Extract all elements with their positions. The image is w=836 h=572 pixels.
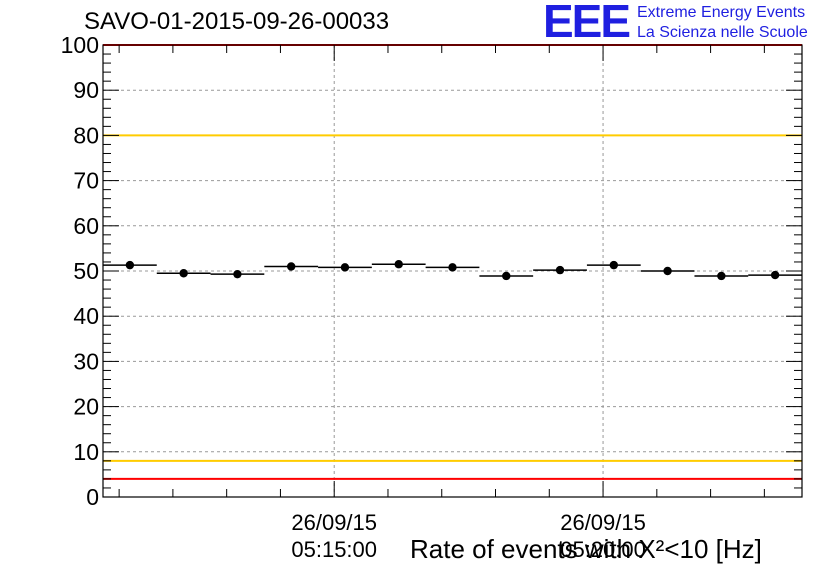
reference-lines: [103, 44, 802, 480]
y-tick-label: 50: [73, 258, 99, 284]
y-tick-label: 60: [73, 213, 99, 239]
x-tick-date-label: 26/09/15: [560, 510, 646, 535]
x-tick-date-label: 26/09/15: [291, 510, 377, 535]
data-point: [233, 269, 242, 279]
data-point: [717, 271, 726, 281]
y-tick-labels: 0 10 20 30 40 50 60 70 80 90 100: [61, 32, 99, 510]
x-tick-time-label: 05:15:00: [291, 537, 377, 562]
y-tick-label: 40: [73, 303, 99, 329]
y-tick-label: 100: [61, 32, 99, 58]
brand-line-1: Extreme Energy Events: [637, 4, 806, 21]
x-tick-time-label: 05:20:00: [560, 537, 646, 562]
y-tick-label: 30: [73, 348, 99, 374]
eee-logo: EEE: [543, 0, 631, 47]
data-point: [286, 262, 296, 271]
y-tick-label: 20: [73, 394, 99, 420]
data-point: [340, 263, 350, 272]
data-point: [770, 270, 780, 280]
brand-line-2: La Scienza nelle Scuole: [637, 24, 808, 41]
data-point: [609, 260, 619, 270]
y-tick-label: 10: [73, 439, 99, 465]
chart-title: SAVO-01-2015-09-26-00033: [84, 8, 390, 35]
data-point: [179, 269, 188, 278]
data-points: [103, 260, 802, 281]
data-point: [394, 260, 403, 269]
data-point: [125, 260, 135, 270]
data-point: [502, 271, 511, 281]
data-point: [555, 265, 565, 275]
data-point: [448, 263, 457, 272]
y-tick-label: 80: [73, 122, 99, 148]
y-tick-label: 0: [86, 484, 99, 510]
brand-block: EEE Extreme Energy Events La Scienza nel…: [543, 0, 833, 47]
y-tick-label: 90: [73, 77, 99, 103]
y-tick-label: 70: [73, 168, 99, 194]
axis-title: Rate of events with X²<10 [Hz]: [410, 534, 762, 564]
data-point: [663, 266, 672, 276]
axis-ticks: [103, 44, 802, 498]
